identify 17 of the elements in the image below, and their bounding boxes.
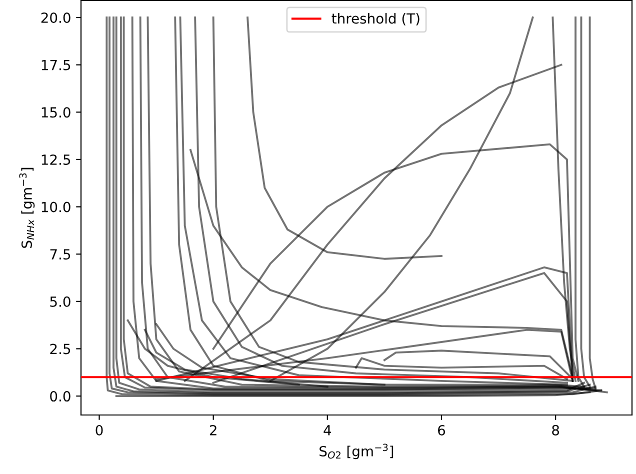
y-tick-label: 5.0 xyxy=(50,296,70,307)
y-tick-label: 12.5 xyxy=(42,154,70,165)
x-tick-label: 4 xyxy=(324,425,332,436)
x-tick-label: 2 xyxy=(210,424,216,436)
y-tick-label: 15.0 xyxy=(42,107,70,118)
y-tick-label: 17.5 xyxy=(42,60,70,70)
y-tick-label: 7.5 xyxy=(50,249,70,260)
y-axis-title: S$_{NHx}$ [gm$^{−3}$] xyxy=(19,168,35,248)
x-tick-label: 6 xyxy=(438,424,446,436)
y-tick-label: 20.0 xyxy=(41,12,70,23)
y-tick-label: 10.0 xyxy=(42,202,70,212)
legend-label: threshold (T) xyxy=(332,12,420,26)
x-tick-label: 8 xyxy=(552,424,560,436)
x-axis-title: S$_{O2}$ [gm$^{−3}$] xyxy=(320,444,394,460)
y-tick-label: 0.0 xyxy=(50,391,70,402)
y-tick-label: 2.5 xyxy=(50,344,70,354)
x-tick-label: 0 xyxy=(96,424,103,436)
